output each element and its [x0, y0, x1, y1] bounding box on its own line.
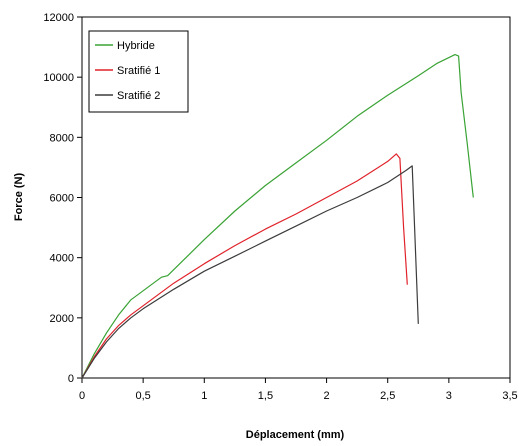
- x-tick-label: 3: [446, 390, 452, 402]
- y-tick-label: 12000: [43, 12, 74, 24]
- legend-label: Sratifié 1: [117, 65, 160, 77]
- x-axis-title: Déplacement (mm): [246, 429, 345, 441]
- legend: Hybride Sratifié 1 Sratifié 2: [88, 30, 189, 113]
- y-tick-label: 10000: [43, 72, 74, 84]
- legend-label: Sratifié 2: [117, 90, 160, 102]
- x-tick-label: 0,5: [135, 390, 150, 402]
- legend-label: Hybride: [117, 40, 155, 52]
- x-tick-label: 1,5: [258, 390, 273, 402]
- y-tick-label: 2000: [50, 313, 74, 325]
- y-axis-title: Force (N): [13, 173, 25, 222]
- y-axis-ticks: 0 2000 4000 6000 8000 10000 12000: [43, 12, 82, 385]
- series-line-1: [81, 54, 474, 379]
- series-line-2: [81, 153, 408, 379]
- series-line-3: [81, 165, 419, 379]
- x-tick-label: 2,5: [380, 390, 395, 402]
- x-tick-label: 2: [324, 390, 330, 402]
- y-tick-label: 8000: [50, 132, 74, 144]
- series-lines: [81, 54, 474, 379]
- x-tick-label: 0: [79, 390, 85, 402]
- y-tick-label: 0: [68, 373, 74, 385]
- x-tick-label: 3,5: [502, 390, 517, 402]
- x-axis-ticks: 0 0,5 1 1,5 2 2,5 3 3,5: [79, 378, 518, 402]
- y-tick-label: 6000: [50, 193, 74, 205]
- x-tick-label: 1: [201, 390, 207, 402]
- y-tick-label: 4000: [50, 253, 74, 265]
